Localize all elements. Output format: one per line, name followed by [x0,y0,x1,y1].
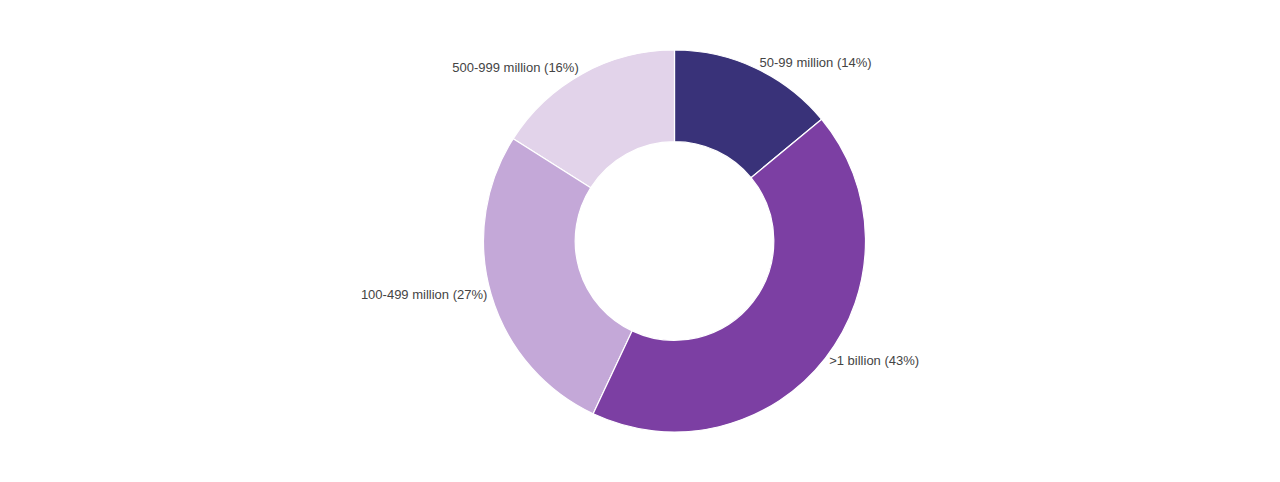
svg-text:>1 billion (43%): >1 billion (43%) [829,353,919,368]
svg-text:500-999 million (16%): 500-999 million (16%) [452,60,578,75]
svg-text:50-99 million (14%): 50-99 million (14%) [760,55,872,70]
svg-text:100-499 million (27%): 100-499 million (27%) [361,287,487,302]
